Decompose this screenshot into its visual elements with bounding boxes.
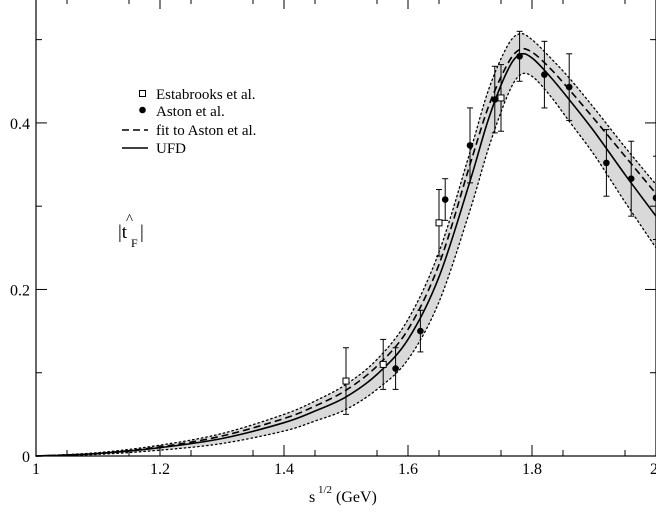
fit-curve-dashed xyxy=(35,47,656,457)
aston-point xyxy=(627,175,635,183)
legend-label-aston: Aston et al. xyxy=(156,104,225,120)
y-axis-label-hat: ^ xyxy=(126,212,133,228)
legend-symbol-aston xyxy=(139,106,146,114)
estabrooks-point xyxy=(435,219,443,227)
data-point-layer xyxy=(342,30,656,415)
band-upper-edge xyxy=(35,32,656,457)
estabrooks-point xyxy=(379,360,387,368)
aston-point xyxy=(417,327,424,335)
x-axis-label-base: s xyxy=(309,489,315,506)
estabrooks-point xyxy=(497,94,505,102)
axis-tick-layer: 1 1.2 1.4 1.6 1.8 2 0 0.2 0.4 xyxy=(10,0,656,478)
estabrooks-point xyxy=(342,377,350,385)
plot-frame xyxy=(35,0,656,457)
y-tick-label: 0 xyxy=(22,449,30,466)
x-tick-label: 1 xyxy=(32,461,40,478)
aston-point xyxy=(491,96,499,103)
y-tick-label: 0.2 xyxy=(10,282,30,299)
band-lower-edge xyxy=(35,72,656,457)
legend-symbol-estabrooks xyxy=(139,90,146,97)
aston-point xyxy=(565,83,573,91)
x-tick-label: 2 xyxy=(650,461,656,478)
legend: Estabrooks et al. Aston et al. fit to As… xyxy=(122,87,256,157)
aston-point xyxy=(466,142,474,149)
ufd-curve-solid xyxy=(35,52,656,457)
x-tick-label: 1.8 xyxy=(522,461,542,478)
y-tick-label: 0.4 xyxy=(10,116,30,133)
x-axis-label-unit: (GeV) xyxy=(336,489,377,506)
x-tick-label: 1.4 xyxy=(274,461,294,478)
x-axis-label-sup: 1/2 xyxy=(318,484,332,496)
aston-point xyxy=(603,159,610,167)
legend-label-fit: fit to Aston et al. xyxy=(156,123,256,139)
aston-point xyxy=(441,196,449,203)
x-tick-label: 1.2 xyxy=(150,461,170,478)
x-tick-label: 1.6 xyxy=(398,461,418,478)
aston-point xyxy=(392,365,399,372)
x-axis-label: s 1/2 (GeV) xyxy=(309,484,377,506)
y-axis-label: ^ |t F | xyxy=(118,212,144,250)
legend-label-ufd: UFD xyxy=(156,141,186,157)
legend-label-estabrooks: Estabrooks et al. xyxy=(156,87,256,103)
curve-layer xyxy=(35,32,656,457)
aston-point xyxy=(541,71,548,78)
y-axis-label-sub: F xyxy=(131,236,138,250)
aston-point xyxy=(652,194,656,202)
y-axis-label-end: | xyxy=(140,222,144,243)
y-axis-label-main: |t xyxy=(118,222,128,243)
aston-point xyxy=(516,52,523,60)
